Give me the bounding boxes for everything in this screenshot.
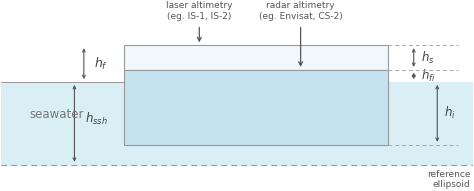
Bar (124, 45, 388, 70)
Text: sea ice: sea ice (235, 101, 276, 114)
Bar (1, 82, 473, 165)
Text: $h_{fi}$: $h_{fi}$ (421, 68, 436, 84)
Text: reference
ellipsoid: reference ellipsoid (427, 170, 470, 189)
Text: $h_s$: $h_s$ (421, 49, 434, 66)
Text: $h_{ssh}$: $h_{ssh}$ (85, 111, 108, 127)
Bar (124, 70, 388, 145)
Text: seawater: seawater (30, 108, 84, 121)
Text: radar altimetry
(eg. Envisat, CS-2): radar altimetry (eg. Envisat, CS-2) (259, 1, 343, 21)
Text: $h_f$: $h_f$ (94, 56, 109, 72)
Text: laser altimetry
(eg. IS-1, IS-2): laser altimetry (eg. IS-1, IS-2) (166, 1, 233, 21)
Text: $h_i$: $h_i$ (444, 105, 456, 121)
Text: snow: snow (241, 51, 271, 64)
